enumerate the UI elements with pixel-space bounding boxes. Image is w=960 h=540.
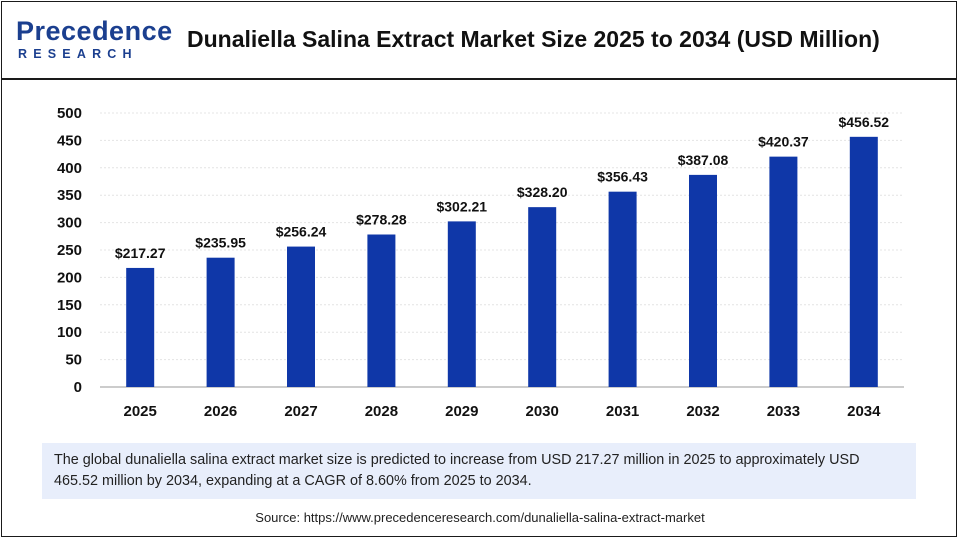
logo-wordmark: Precedence [16, 16, 173, 46]
y-tick-label: 250 [57, 242, 82, 259]
data-label-2032: $387.08 [678, 152, 729, 168]
header: Precedence RESEARCH Dunaliella Salina Ex… [2, 2, 956, 80]
summary-text: The global dunaliella salina extract mar… [54, 452, 860, 489]
y-tick-label: 500 [57, 105, 82, 122]
bar-2026 [206, 257, 235, 387]
data-label-2027: $256.24 [276, 224, 327, 240]
bar-2027 [287, 246, 315, 387]
data-label-2028: $278.28 [356, 212, 407, 228]
data-label-2030: $328.20 [517, 184, 568, 200]
bar-2028 [367, 234, 396, 387]
data-label-2029: $302.21 [436, 198, 487, 214]
bar-2025 [126, 267, 155, 387]
x-tick-label-2029: 2029 [445, 403, 478, 420]
y-tick-label: 200 [57, 269, 82, 286]
y-tick-label: 100 [57, 324, 82, 341]
precedence-research-logo: Precedence RESEARCH [16, 16, 172, 66]
x-tick-label-2030: 2030 [526, 403, 559, 420]
bar-2034 [849, 136, 878, 387]
y-tick-label: 300 [57, 215, 82, 232]
x-tick-label-2027: 2027 [284, 403, 317, 420]
x-tick-label-2032: 2032 [686, 403, 719, 420]
y-tick-label: 0 [74, 379, 82, 396]
summary-box: The global dunaliella salina extract mar… [42, 443, 916, 499]
x-tick-label-2033: 2033 [767, 403, 800, 420]
bar-2033 [769, 156, 798, 387]
bar-2032 [689, 174, 717, 387]
data-label-2031: $356.43 [597, 169, 648, 185]
x-tick-label-2034: 2034 [847, 403, 881, 420]
y-tick-label: 50 [65, 352, 82, 369]
x-tick-label-2031: 2031 [606, 403, 639, 420]
bar-2029 [447, 221, 476, 387]
page-title: Dunaliella Salina Extract Market Size 20… [187, 26, 880, 52]
y-tick-label: 400 [57, 160, 82, 177]
data-label-2026: $235.95 [195, 235, 246, 251]
data-label-2025: $217.27 [115, 245, 166, 261]
y-tick-label: 150 [57, 297, 82, 314]
x-tick-label-2028: 2028 [365, 403, 398, 420]
x-tick-label-2026: 2026 [204, 403, 237, 420]
data-label-2034: $456.52 [838, 114, 889, 130]
x-tick-label-2025: 2025 [124, 403, 157, 420]
logo-subtitle: RESEARCH [18, 47, 138, 61]
bar-2030 [528, 207, 557, 387]
source-note: Source: https://www.precedenceresearch.c… [255, 510, 705, 525]
y-tick-label: 450 [57, 132, 82, 149]
y-tick-label: 350 [57, 187, 82, 204]
bar-2031 [608, 191, 637, 387]
data-label-2033: $420.37 [758, 134, 809, 150]
bar-chart: 0 50 100 150 200 250 300 350 400 450 500 $217.27 202… [57, 105, 904, 420]
